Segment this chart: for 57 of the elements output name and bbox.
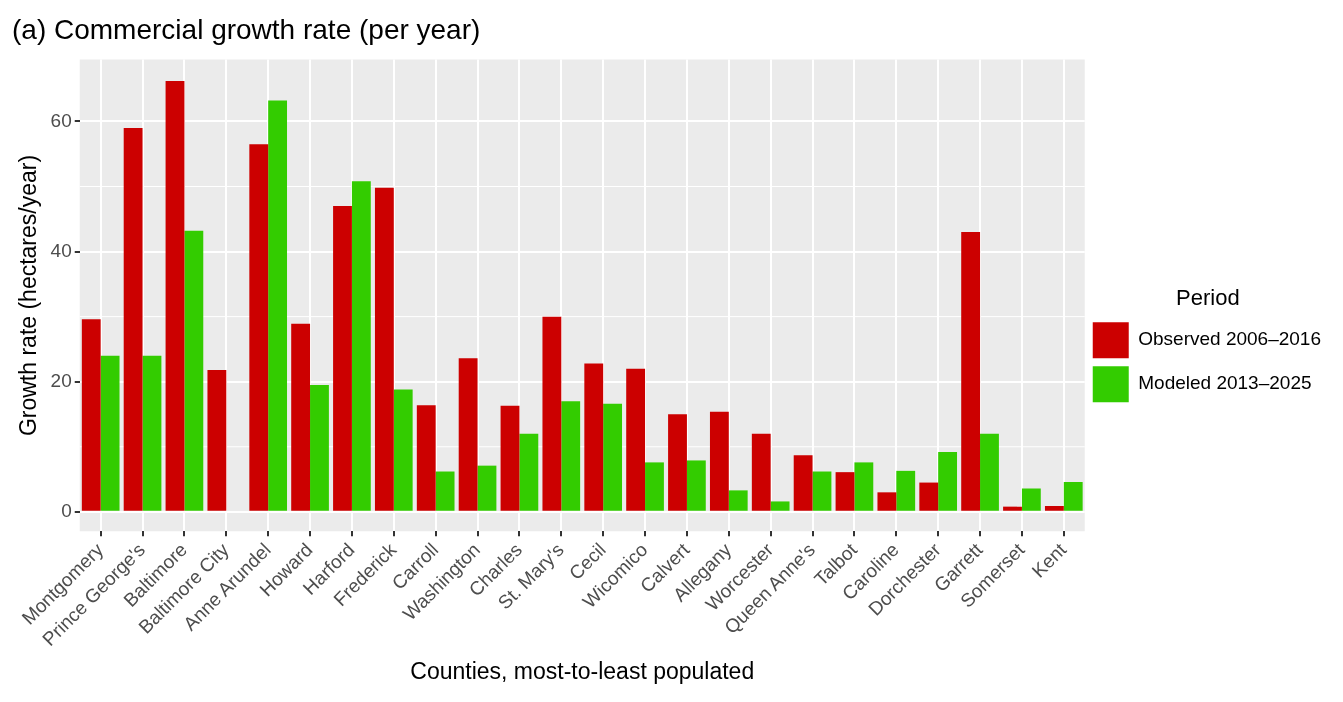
bar: [835, 472, 855, 511]
bar: [668, 414, 687, 511]
bar: [686, 460, 706, 511]
bar: [603, 403, 623, 511]
bar: [184, 230, 204, 511]
bar: [165, 81, 185, 511]
bar: [812, 471, 832, 511]
bar: [1063, 481, 1083, 511]
bar: [500, 405, 520, 511]
bar: [268, 100, 288, 511]
bar: [458, 358, 478, 511]
bar: [854, 462, 874, 511]
bar: [374, 187, 394, 511]
bar: [416, 405, 436, 511]
bar: [519, 433, 539, 511]
bar: [728, 490, 748, 511]
bar: [351, 181, 371, 511]
legend-title: Period: [1176, 284, 1240, 310]
bar: [1044, 505, 1064, 511]
bar: [961, 232, 981, 511]
bar: [123, 127, 143, 511]
bar: [542, 316, 562, 511]
legend-label: Observed 2006–2016: [1138, 328, 1322, 350]
bar: [877, 492, 897, 511]
bar: [919, 482, 939, 511]
chart-title: (a) Commercial growth rate (per year): [12, 13, 481, 45]
y-tick-label: 40: [50, 239, 72, 261]
bar: [291, 323, 311, 511]
bar: [310, 384, 329, 511]
bar: [207, 369, 227, 511]
y-tick-label: 0: [61, 500, 72, 522]
bar: [626, 368, 646, 511]
bar: [1003, 506, 1022, 511]
bar: [793, 455, 813, 511]
bar: [980, 433, 999, 511]
bar: [81, 319, 101, 511]
bar: [333, 206, 352, 511]
bar: [751, 433, 771, 511]
bar: [142, 355, 162, 511]
bar: [477, 465, 497, 511]
bar: [938, 451, 958, 511]
bar: [561, 401, 581, 511]
y-tick-label: 60: [50, 109, 72, 131]
bar: [435, 471, 455, 511]
bar: [770, 501, 790, 511]
y-tick-label: 20: [50, 369, 72, 391]
bar: [709, 411, 729, 511]
legend-label: Modeled 2013–2025: [1138, 372, 1312, 394]
y-axis-title: Growth rate (hectares/year): [15, 154, 42, 437]
bar: [645, 462, 664, 511]
bar: [100, 355, 120, 511]
bar: [249, 144, 269, 511]
bar: [393, 389, 413, 511]
bar: [1021, 488, 1041, 511]
bar: [896, 470, 916, 511]
bar: [584, 363, 604, 511]
x-axis-title: Counties, most-to-least populated: [410, 657, 755, 684]
